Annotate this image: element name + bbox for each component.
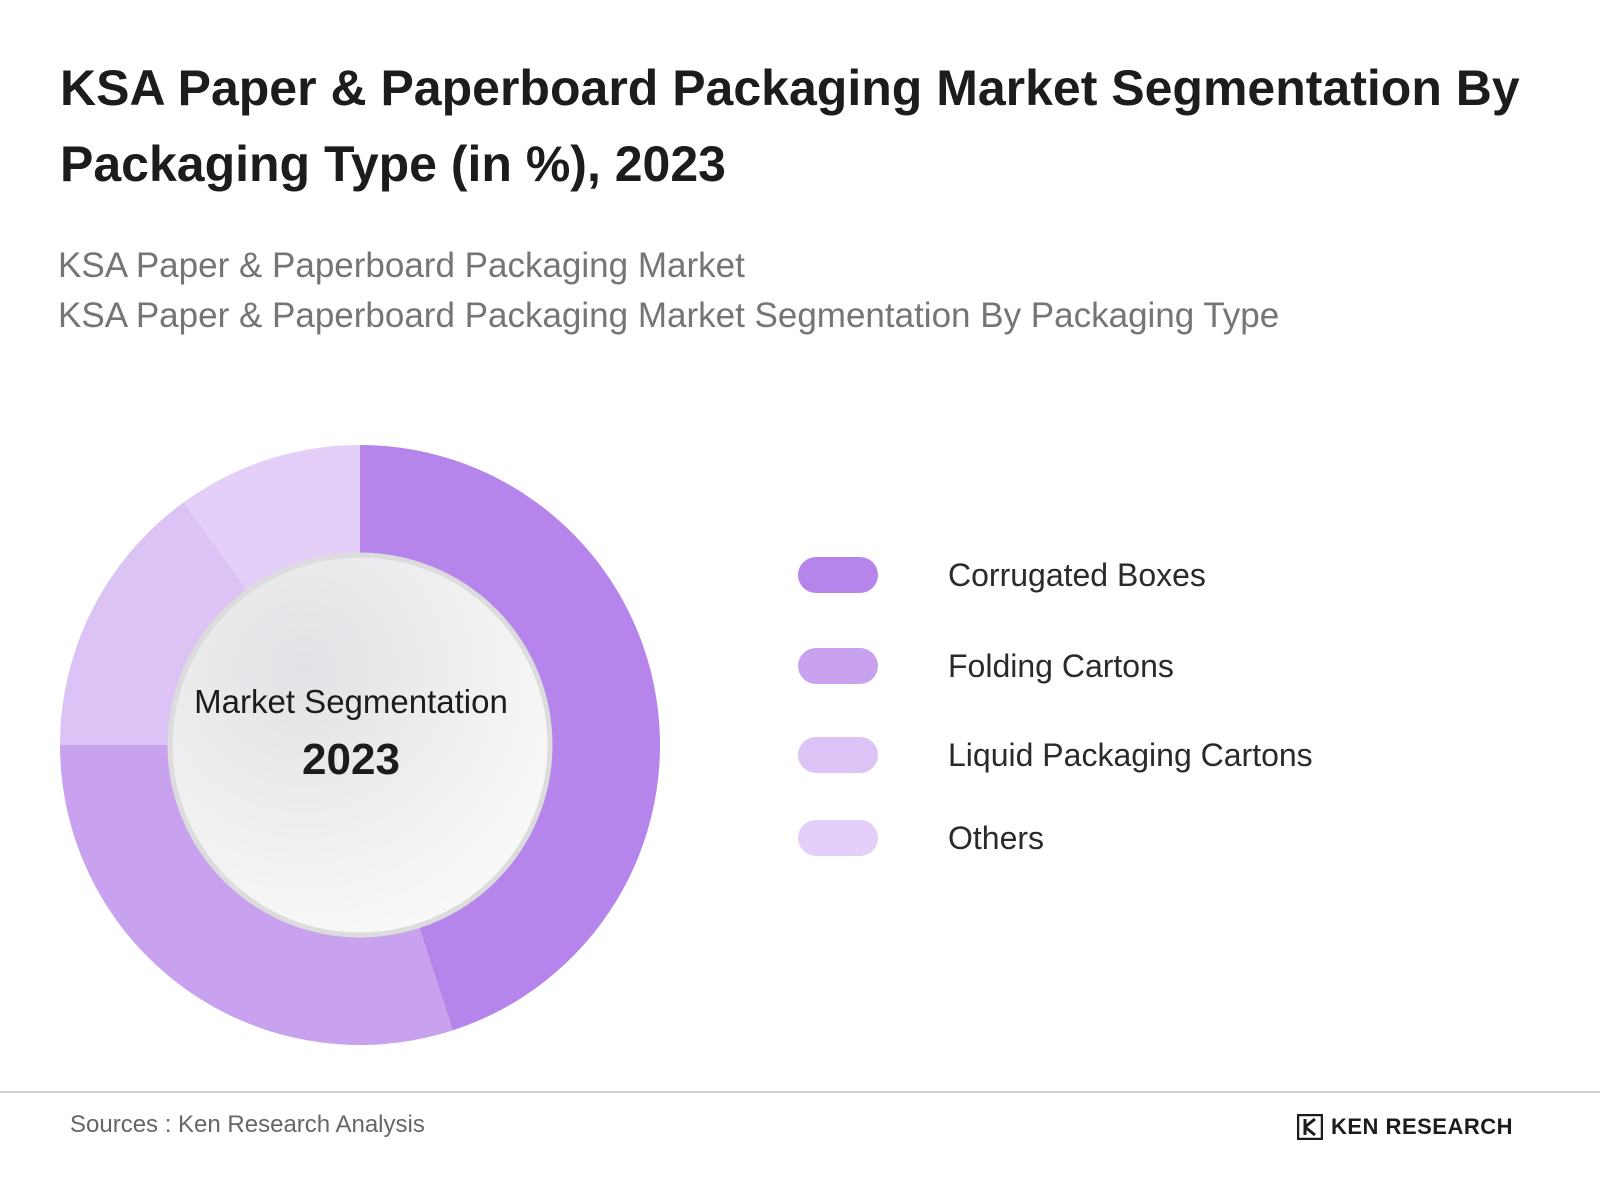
donut-center [167, 552, 553, 938]
ken-research-logo-icon [1297, 1114, 1323, 1140]
legend-item-others: Others [798, 818, 1498, 858]
legend-item-folding-cartons: Folding Cartons [798, 646, 1498, 686]
legend-swatch-others [798, 820, 878, 856]
subtitle-line-2: KSA Paper & Paperboard Packaging Market … [58, 296, 1280, 335]
legend-swatch-corrugated-boxes [798, 557, 878, 593]
ken-research-logo: KEN RESEARCH [1297, 1110, 1517, 1144]
footer-divider [0, 1091, 1600, 1093]
source-note: Sources : Ken Research Analysis [70, 1111, 425, 1138]
legend-label: Corrugated Boxes [948, 557, 1206, 593]
legend-swatch-liquid-packaging-cartons [798, 737, 878, 773]
subtitle-line-1: KSA Paper & Paperboard Packaging Market [58, 246, 745, 285]
legend-label: Folding Cartons [948, 648, 1174, 684]
legend-label: Liquid Packaging Cartons [948, 737, 1313, 773]
legend-swatch-folding-cartons [798, 648, 878, 684]
legend-item-liquid-packaging-cartons: Liquid Packaging Cartons [798, 735, 1498, 775]
legend-label: Others [948, 820, 1045, 856]
center-caption: Market Segmentation [194, 683, 508, 720]
donut-chart [59, 445, 661, 1046]
chart-title: KSA Paper & Paperboard Packaging Market … [60, 60, 1520, 192]
legend-item-corrugated-boxes: Corrugated Boxes [798, 555, 1498, 595]
center-year: 2023 [302, 735, 400, 784]
ken-research-logo-text: KEN RESEARCH [1331, 1114, 1514, 1139]
